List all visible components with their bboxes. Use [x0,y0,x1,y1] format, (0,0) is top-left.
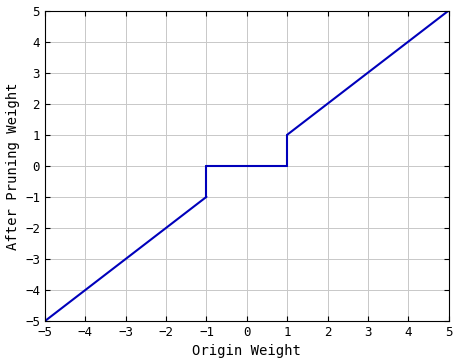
X-axis label: Origin Weight: Origin Weight [192,344,301,359]
Y-axis label: After Pruning Weight: After Pruning Weight [5,82,20,250]
